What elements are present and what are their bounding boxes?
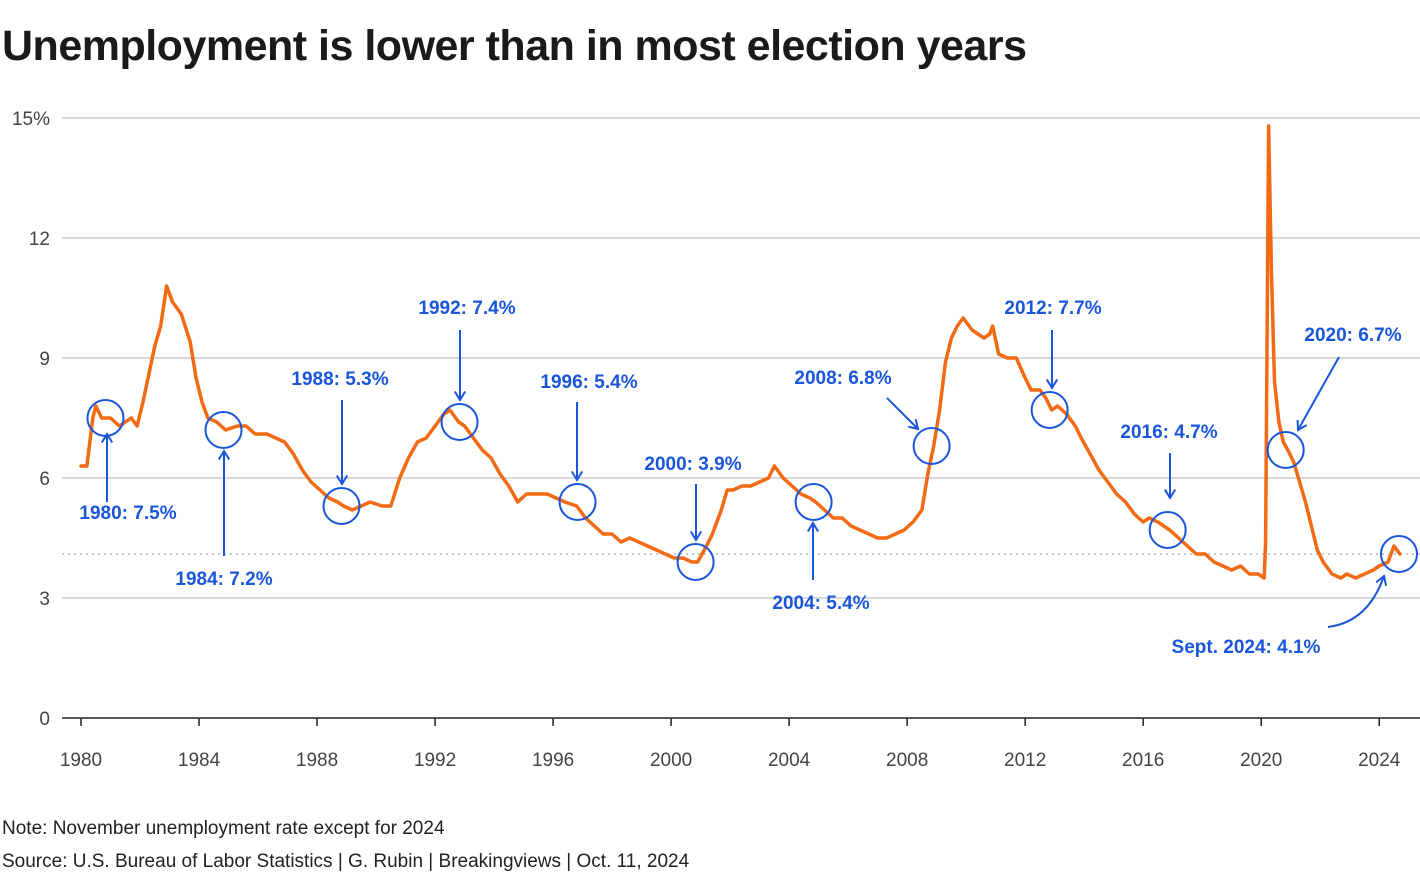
x-tick-label: 1992 — [414, 750, 456, 771]
series-line — [79, 124, 1402, 580]
y-tick-label: 12 — [29, 229, 50, 250]
annotation-label: 1980: 7.5% — [79, 503, 176, 524]
highlight-circle — [440, 403, 479, 441]
arrowhead — [570, 470, 584, 482]
y-tick-label: 15% — [12, 109, 50, 130]
annotation-label: 1996: 5.4% — [540, 372, 637, 393]
annotation-label: 2012: 7.7% — [1004, 298, 1101, 319]
x-tick-label: 1988 — [296, 750, 338, 771]
x-tick-label: 1984 — [178, 750, 221, 771]
arrowhead — [217, 449, 231, 461]
x-tick-label: 2024 — [1358, 750, 1401, 771]
y-tick-label: 9 — [39, 349, 50, 370]
arrowhead — [100, 432, 114, 444]
annotation-label: 1984: 7.2% — [175, 569, 272, 590]
annotation-label: Sept. 2024: 4.1% — [1172, 637, 1321, 658]
chart-source: Source: U.S. Bureau of Labor Statistics … — [2, 851, 690, 872]
y-tick-label: 3 — [39, 589, 50, 610]
highlight-circle — [912, 427, 951, 465]
annotation-label: 2004: 5.4% — [772, 593, 869, 614]
arrowhead — [1163, 488, 1177, 500]
y-tick-label: 6 — [39, 469, 50, 490]
highlight-circle — [204, 411, 243, 449]
highlight-circle — [1380, 535, 1418, 573]
arrowhead — [1375, 574, 1388, 587]
arrowhead — [1045, 378, 1059, 390]
annotation-label: 2000: 3.9% — [644, 454, 741, 475]
arrowhead — [335, 474, 349, 486]
highlight-circle — [1030, 391, 1069, 429]
x-tick-label: 2000 — [650, 750, 692, 771]
x-tick-label: 1980 — [60, 750, 102, 771]
arrowhead — [689, 530, 703, 542]
arrowhead — [1296, 419, 1308, 432]
x-tick-label: 2020 — [1240, 750, 1282, 771]
gridlines — [62, 117, 1420, 599]
y-tick-label: 0 — [39, 709, 50, 730]
arrowhead — [806, 521, 820, 533]
y-axis: 0 3 6 9 12 15% — [12, 109, 50, 730]
x-tick-label: 2012 — [1004, 750, 1046, 771]
highlight-circle — [676, 543, 715, 581]
chart-title: Unemployment is lower than in most elect… — [2, 22, 1027, 70]
chart-note: Note: November unemployment rate except … — [2, 818, 445, 839]
x-tick-label: 2016 — [1122, 750, 1164, 771]
highlight-circle — [1148, 511, 1187, 549]
x-axis: 1980 1984 1988 1992 1996 2000 2004 2008 2012 2016… — [60, 717, 1420, 771]
x-tick-label: 2004 — [768, 750, 811, 771]
annotation-label: 2016: 4.7% — [1120, 422, 1217, 443]
annotation-label: 1992: 7.4% — [418, 298, 515, 319]
x-tick-label: 1996 — [532, 750, 574, 771]
highlight-circle — [558, 483, 597, 521]
arrowhead — [453, 390, 467, 402]
annotation-arrow — [1297, 356, 1340, 431]
highlight-circle — [794, 483, 833, 521]
series-lines — [79, 124, 1402, 580]
annotation-arrow — [886, 397, 919, 430]
highlight-circle — [1266, 431, 1305, 469]
annotation-label: 2008: 6.8% — [794, 368, 891, 389]
x-tick-label: 2008 — [886, 750, 928, 771]
annotation-arrow — [1327, 575, 1385, 628]
annotations: 1980: 7.5% 1984: 7.2% 1988: 5.3% 1992: 7.4%… — [79, 298, 1418, 658]
arrowhead — [908, 419, 920, 431]
annotation-label: 1988: 5.3% — [291, 369, 388, 390]
highlight-circle — [322, 487, 361, 525]
annotation-label: 2020: 6.7% — [1304, 325, 1401, 346]
